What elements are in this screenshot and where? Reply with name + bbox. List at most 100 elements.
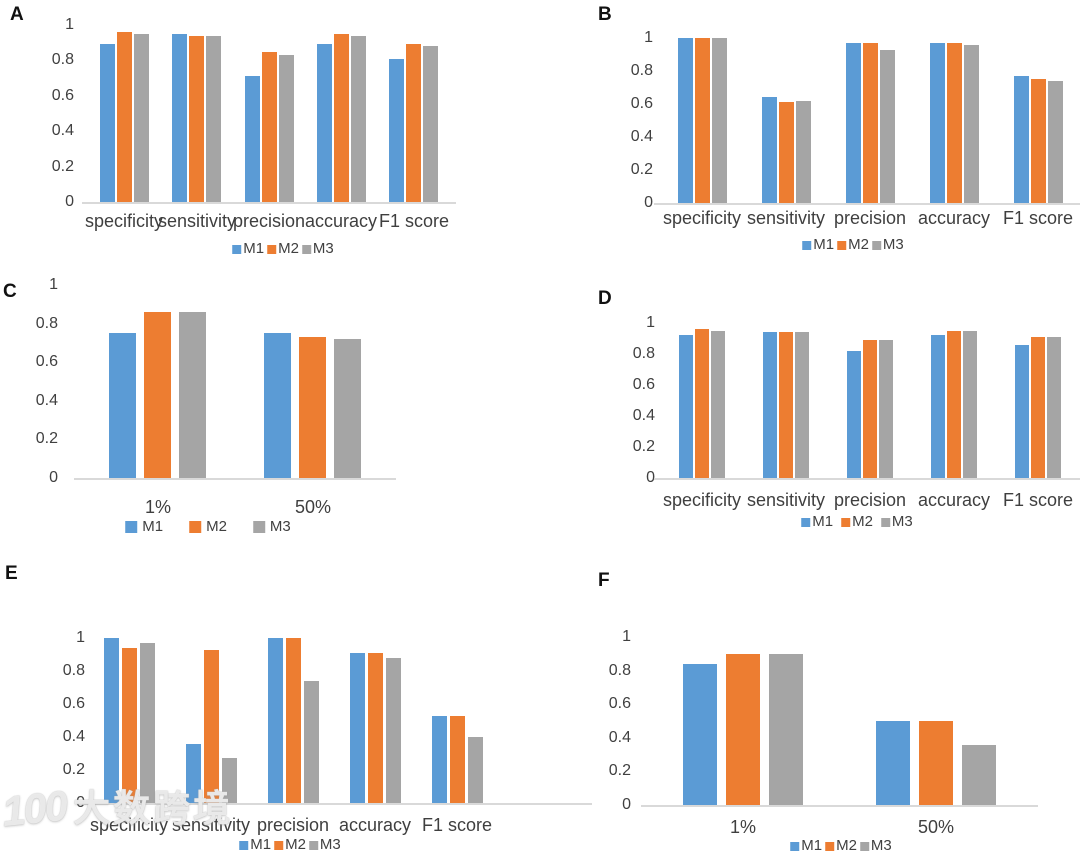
bar-m1-precision — [847, 351, 861, 478]
legend-item-m3: M3 — [308, 836, 341, 853]
legend: M1 M2 M3 — [239, 837, 341, 853]
bar-m3-precision — [879, 340, 893, 478]
bar-m1-specificity — [100, 44, 115, 202]
legend-swatch-m2 — [825, 841, 835, 851]
x-category-label: 50% — [917, 817, 955, 837]
legend-swatch-m1 — [125, 521, 138, 533]
x-category-label: accuracy — [304, 211, 378, 231]
bar-m3-sensitivity — [795, 332, 809, 478]
bar-m2-1- — [144, 312, 171, 478]
bar-m1-sensitivity — [762, 97, 777, 203]
y-tick-label: 0.2 — [632, 438, 655, 455]
y-tick-label: 0.2 — [35, 430, 58, 448]
bar-m1-accuracy — [931, 335, 945, 478]
y-tick-label: 0.6 — [51, 86, 74, 104]
bar-m3-1- — [179, 312, 206, 478]
bar-m3-specificity — [712, 38, 727, 203]
bar-m3-precision — [279, 55, 294, 202]
bar-m3-50- — [334, 339, 361, 478]
bar-m2-specificity — [695, 329, 709, 478]
panel-letter-d: D — [598, 288, 613, 309]
bar-m3-specificity — [134, 34, 149, 202]
legend-item-m2: M2 — [189, 519, 227, 535]
x-category-label: precision — [232, 211, 306, 231]
legend: M1 M2 M3 — [801, 514, 913, 530]
bar-m2-sensitivity — [204, 650, 219, 803]
bar-m3-f1-score — [1047, 337, 1061, 478]
legend: M1 M2 M3 — [802, 237, 904, 253]
legend: M1 M2 M3 — [232, 241, 334, 257]
y-tick-label: 0 — [76, 794, 85, 811]
legend-label-m3: M3 — [882, 236, 904, 253]
bar-m3-f1-score — [1048, 81, 1063, 203]
y-tick-label: 1 — [622, 628, 631, 645]
legend-item-m2: M2 — [825, 838, 857, 853]
bar-m2-sensitivity — [779, 102, 794, 203]
panel-letter-e: E — [5, 563, 19, 584]
legend-swatch-m2 — [274, 840, 284, 850]
legend-label-m2: M2 — [852, 513, 873, 530]
y-tick-label: 0.2 — [608, 762, 631, 780]
y-tick-label: 0.6 — [62, 695, 85, 712]
x-category-label: sensitivity — [157, 211, 237, 231]
y-tick-label: 0.4 — [35, 391, 58, 409]
bar-m3-specificity — [711, 331, 725, 478]
legend-label-m1: M1 — [142, 518, 164, 535]
y-tick-label: 0.6 — [632, 376, 655, 393]
y-tick-label: 0.4 — [62, 728, 85, 745]
y-tick-label: 0.6 — [608, 695, 631, 713]
legend-swatch-m3 — [859, 841, 869, 851]
bar-m1-f1-score — [1015, 345, 1029, 478]
legend-label-m1: M1 — [801, 837, 823, 853]
bar-m3-accuracy — [964, 45, 979, 203]
legend-label-m1: M1 — [813, 236, 835, 253]
bar-m1-f1-score — [1014, 76, 1029, 203]
bar-m2-sensitivity — [779, 332, 793, 478]
y-tick-label: 0.4 — [51, 122, 74, 140]
bar-m2-precision — [262, 52, 277, 202]
bar-m1-accuracy — [317, 44, 332, 202]
bar-m1-f1-score — [432, 716, 447, 803]
bar-m1-precision — [245, 76, 260, 202]
legend-label-m2: M2 — [206, 518, 227, 535]
bar-m2-sensitivity — [189, 36, 204, 202]
y-tick-label: 0.8 — [608, 661, 631, 679]
x-category-label: sensitivity — [171, 815, 251, 835]
x-category-label: precision — [833, 490, 907, 510]
bar-m2-specificity — [695, 38, 710, 203]
y-tick-label: 0.8 — [632, 345, 655, 362]
x-category-label: 1% — [144, 497, 172, 517]
bar-m3-accuracy — [963, 331, 977, 478]
legend-swatch-m1 — [802, 240, 812, 250]
y-tick-label: 0 — [65, 193, 74, 210]
bar-m1-specificity — [678, 38, 693, 203]
bar-m2-f1-score — [450, 716, 465, 803]
y-tick-label: 0.2 — [62, 761, 85, 778]
legend-swatch-m3 — [301, 244, 311, 254]
x-axis-line — [654, 203, 1080, 205]
y-tick-label: 0 — [644, 194, 653, 211]
bar-m2-f1-score — [1031, 337, 1045, 478]
panel-letter-b: B — [598, 4, 613, 25]
x-category-label: accuracy — [917, 208, 991, 228]
bar-m2-accuracy — [947, 331, 961, 478]
bar-m2-precision — [286, 638, 301, 803]
legend-swatch-m1 — [232, 244, 242, 254]
legend-label-m3: M3 — [319, 836, 341, 853]
legend-label-m2: M2 — [848, 236, 869, 253]
bar-m3-precision — [304, 681, 319, 803]
bar-m2-specificity — [122, 648, 137, 803]
y-tick-label: 0 — [622, 796, 631, 813]
bar-m1-1- — [109, 333, 136, 478]
legend-item-m3: M3 — [301, 241, 334, 257]
y-tick-label: 0.8 — [51, 51, 74, 69]
bar-m3-f1-score — [468, 737, 483, 803]
x-category-label: specificity — [662, 490, 742, 510]
bar-m3-accuracy — [351, 36, 366, 202]
legend-label-m1: M1 — [812, 513, 834, 530]
bar-m3-sensitivity — [206, 36, 221, 202]
x-category-label: precision — [833, 208, 907, 228]
